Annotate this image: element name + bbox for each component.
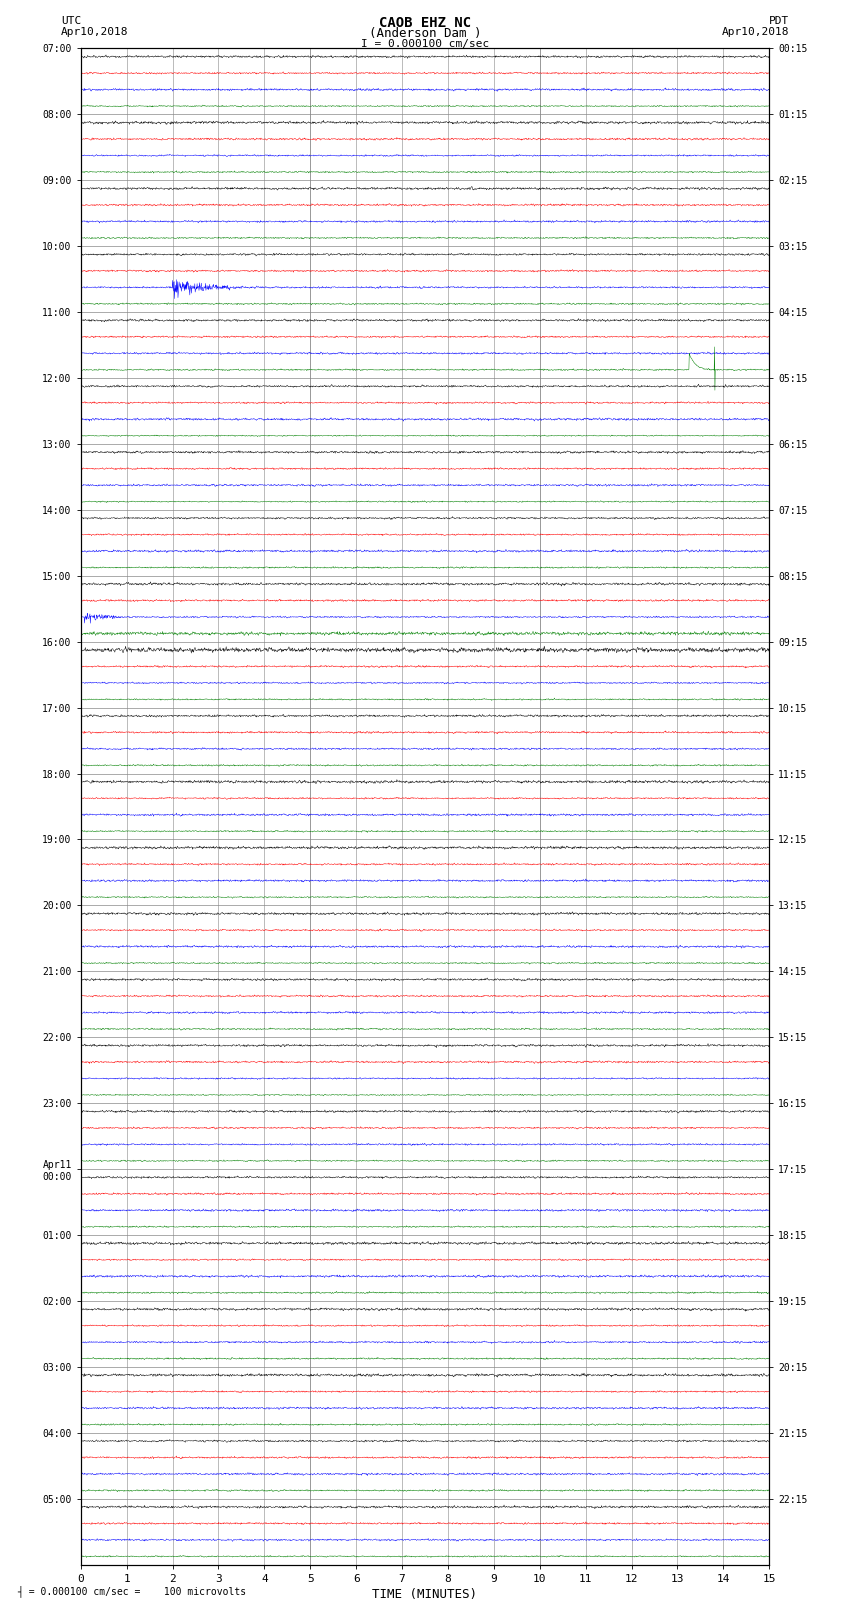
Text: I = 0.000100 cm/sec: I = 0.000100 cm/sec xyxy=(361,39,489,48)
Text: CAOB EHZ NC: CAOB EHZ NC xyxy=(379,16,471,31)
Text: UTC: UTC xyxy=(61,16,82,26)
Text: (Anderson Dam ): (Anderson Dam ) xyxy=(369,27,481,40)
Text: Apr10,2018: Apr10,2018 xyxy=(722,27,789,37)
Text: ┤ = 0.000100 cm/sec =    100 microvolts: ┤ = 0.000100 cm/sec = 100 microvolts xyxy=(17,1586,246,1597)
Text: PDT: PDT xyxy=(768,16,789,26)
Text: Apr10,2018: Apr10,2018 xyxy=(61,27,128,37)
X-axis label: TIME (MINUTES): TIME (MINUTES) xyxy=(372,1587,478,1600)
